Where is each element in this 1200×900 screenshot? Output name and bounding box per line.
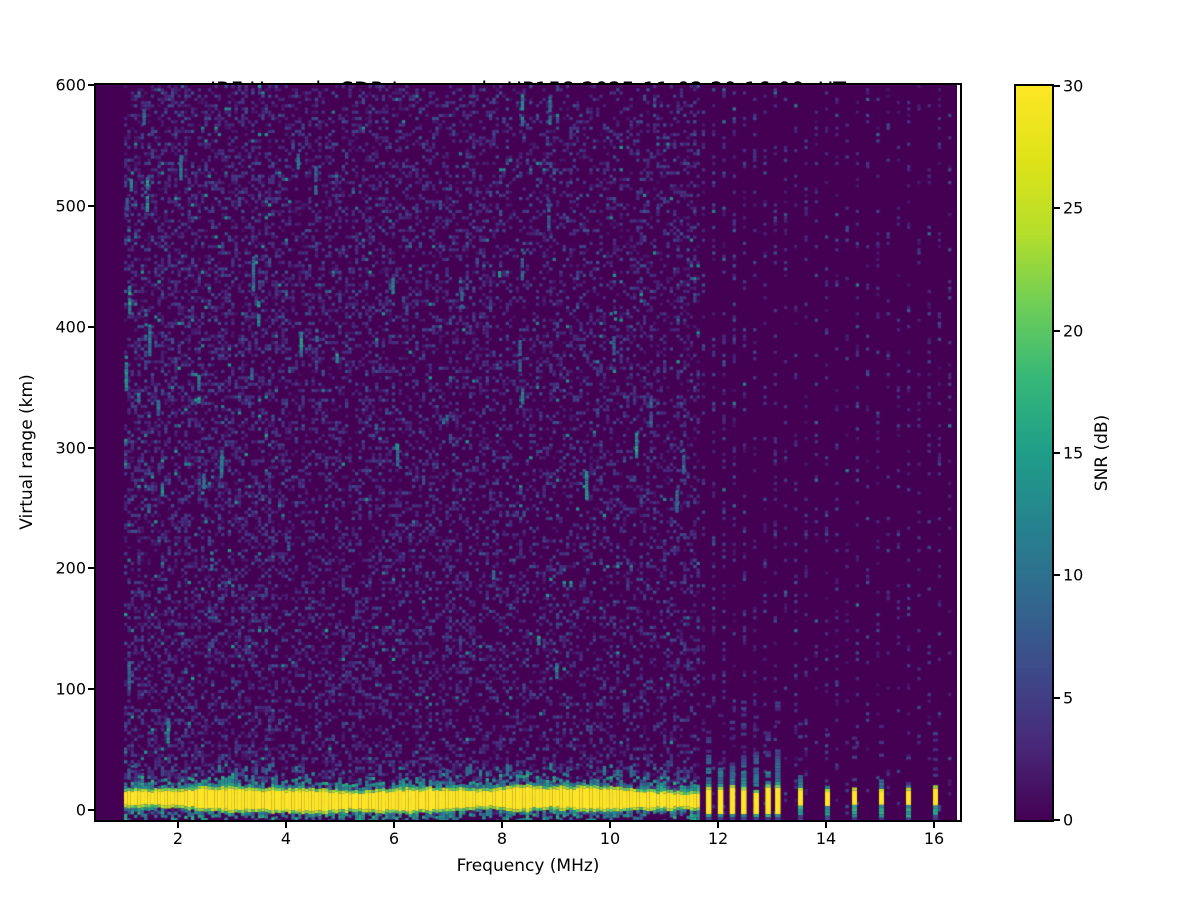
colorbar-tick-mark <box>1054 85 1060 87</box>
x-tick-mark <box>177 822 179 828</box>
colorbar-tick-mark <box>1054 574 1060 577</box>
y-tick-label: 300 <box>55 438 86 457</box>
colorbar-tick-label: 5 <box>1063 688 1074 708</box>
x-tick-label: 6 <box>388 829 400 848</box>
y-tick-mark <box>88 84 94 87</box>
x-tick-label: 16 <box>923 829 945 848</box>
colorbar-tick-mark <box>1054 207 1060 210</box>
x-tick-mark <box>825 822 827 828</box>
y-tick-label: 500 <box>55 196 86 216</box>
colorbar-gradient-canvas <box>1016 86 1052 820</box>
x-tick-mark <box>933 822 935 828</box>
colorbar-label: SNR (dB) <box>1092 414 1112 492</box>
x-tick-label: 14 <box>815 829 837 848</box>
y-tick-mark <box>88 446 94 449</box>
y-tick-label: 0 <box>75 800 86 820</box>
x-tick-label: 10 <box>599 829 621 848</box>
colorbar <box>1014 84 1054 822</box>
colorbar-tick-label: 0 <box>1063 810 1074 830</box>
y-axis-label: Virtual range (km) <box>17 374 37 530</box>
y-tick-mark <box>88 325 94 328</box>
y-tick-label: 400 <box>55 317 86 337</box>
x-tick-mark <box>501 822 503 828</box>
x-tick-mark <box>717 822 719 828</box>
colorbar-tick-mark <box>1054 819 1060 821</box>
colorbar-tick-label: 10 <box>1063 565 1084 585</box>
x-tick-mark <box>393 822 395 828</box>
y-tick-label: 600 <box>55 75 86 95</box>
x-tick-label: 12 <box>707 829 729 848</box>
colorbar-tick-label: 15 <box>1063 443 1084 463</box>
colorbar-tick-mark <box>1054 696 1060 699</box>
y-tick-label: 100 <box>55 679 86 699</box>
y-tick-label: 200 <box>55 558 86 578</box>
x-tick-label: 4 <box>280 829 292 848</box>
x-tick-mark <box>609 822 611 828</box>
y-tick-mark <box>88 809 94 811</box>
x-axis-label: Frequency (MHz) <box>456 856 600 876</box>
plot-area <box>94 83 962 822</box>
y-tick-mark <box>88 567 94 570</box>
colorbar-tick-label: 30 <box>1063 76 1084 96</box>
colorbar-tick-label: 20 <box>1063 321 1084 341</box>
colorbar-tick-mark <box>1054 452 1060 454</box>
y-tick-mark <box>88 688 94 691</box>
colorbar-tick-label: 25 <box>1063 198 1084 218</box>
y-tick-mark <box>88 204 94 207</box>
ionogram-heatmap-canvas <box>96 85 957 820</box>
x-tick-mark <box>285 822 287 828</box>
colorbar-tick-mark <box>1054 329 1060 332</box>
x-tick-label: 8 <box>496 829 508 848</box>
x-tick-label: 2 <box>172 829 184 848</box>
